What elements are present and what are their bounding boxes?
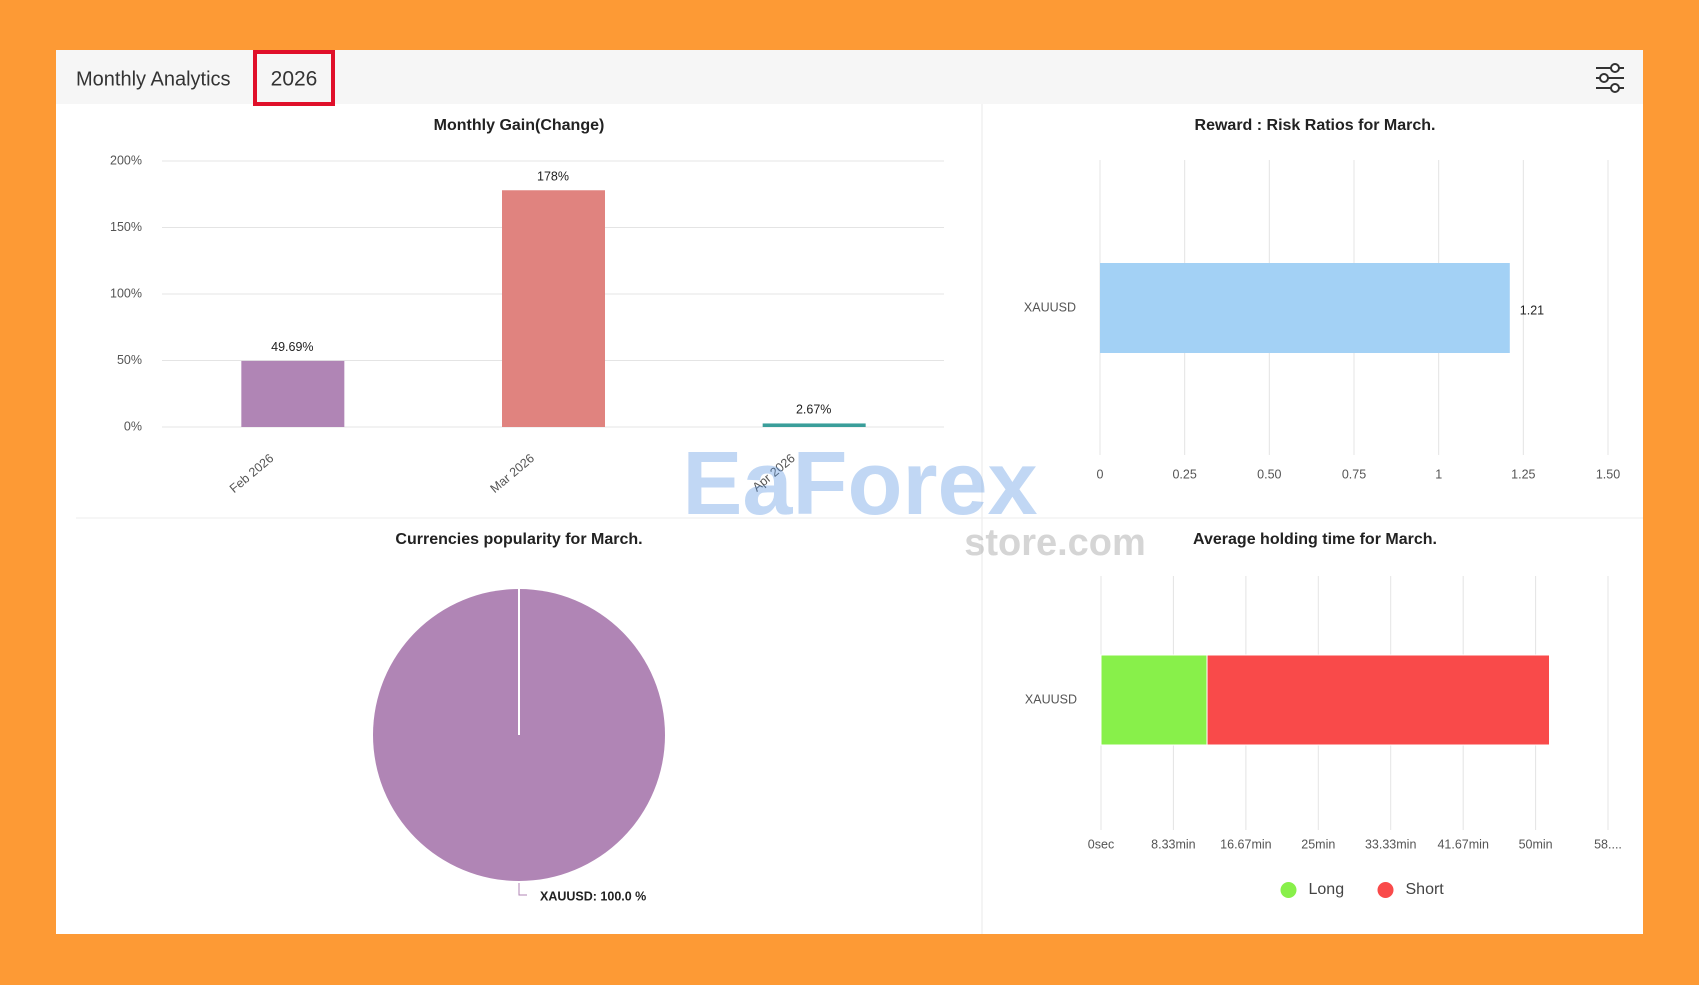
y-tick-label: 100% <box>110 286 142 300</box>
x-tick-label: 0sec <box>1088 837 1114 851</box>
legend-marker <box>1377 882 1394 898</box>
legend-label: Short <box>1406 881 1445 898</box>
y-tick-label: 50% <box>117 353 142 367</box>
x-tick-label: 0.75 <box>1342 467 1366 481</box>
y-tick-label: XAUUSD <box>1025 692 1077 706</box>
chart-title: Average holding time for March. <box>1193 531 1437 548</box>
header-title: Monthly Analytics <box>76 68 231 90</box>
y-tick-label: 0% <box>124 419 142 433</box>
legend-label: Long <box>1309 881 1345 898</box>
y-tick-label: XAUUSD <box>1024 300 1076 314</box>
watermark: EaForex store.com <box>682 434 1145 564</box>
bar <box>502 190 605 427</box>
bar-segment <box>1206 654 1551 746</box>
watermark-domain: store.com <box>964 522 1146 564</box>
x-tick-label: 58.... <box>1594 837 1622 851</box>
x-tick-label: 1 <box>1435 467 1442 481</box>
y-tick-label: 200% <box>110 153 142 167</box>
x-tick-label: 50min <box>1519 837 1553 851</box>
x-tick-label: 25min <box>1301 837 1335 851</box>
header-bar <box>56 50 1643 104</box>
bar <box>241 360 345 427</box>
chart-title: Currencies popularity for March. <box>395 531 642 548</box>
panel <box>56 50 1643 934</box>
value-label: 178% <box>537 170 569 184</box>
value-label: 2.67% <box>796 403 831 417</box>
x-tick-label: 33.33min <box>1365 837 1416 851</box>
x-tick-label: 0.50 <box>1257 467 1281 481</box>
x-tick-label: 1.50 <box>1596 467 1620 481</box>
x-tick-label: 0.25 <box>1172 467 1196 481</box>
bar <box>762 423 866 427</box>
leader-line <box>518 883 527 896</box>
slice-label: XAUUSD: 100.0 % <box>540 889 646 903</box>
charts: Monthly Gain(Change) 0% 50% 100% 150% 200% 49.… <box>110 117 1622 903</box>
chart-title: Reward : Risk Ratios for March. <box>1195 117 1436 134</box>
value-label: 1.21 <box>1520 303 1544 317</box>
value-label: 49.69% <box>271 340 313 354</box>
year[interactable]: 2026 <box>271 68 318 91</box>
settings-icon[interactable] <box>1596 63 1624 93</box>
x-tick-label: 0 <box>1097 467 1104 481</box>
y-tick-label: 150% <box>110 220 142 234</box>
x-tick-label: 16.67min <box>1220 837 1271 851</box>
year-box[interactable] <box>253 50 335 106</box>
watermark-brand: EaForex <box>682 434 1037 534</box>
bar-segment <box>1100 654 1208 746</box>
legend-marker <box>1280 882 1297 898</box>
x-tick-label: 41.67min <box>1437 837 1488 851</box>
x-tick-label: 1.25 <box>1511 467 1535 481</box>
bar <box>1100 263 1510 353</box>
chart-title: Monthly Gain(Change) <box>434 117 605 134</box>
x-tick-label: 8.33min <box>1151 837 1196 851</box>
